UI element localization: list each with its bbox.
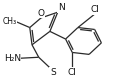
Text: Cl: Cl bbox=[68, 68, 77, 77]
Text: H₂N: H₂N bbox=[4, 54, 21, 63]
Text: Cl: Cl bbox=[90, 5, 99, 14]
Text: CH₃: CH₃ bbox=[2, 17, 16, 26]
Text: O: O bbox=[37, 9, 44, 18]
Text: S: S bbox=[50, 68, 56, 77]
Text: N: N bbox=[58, 3, 64, 12]
